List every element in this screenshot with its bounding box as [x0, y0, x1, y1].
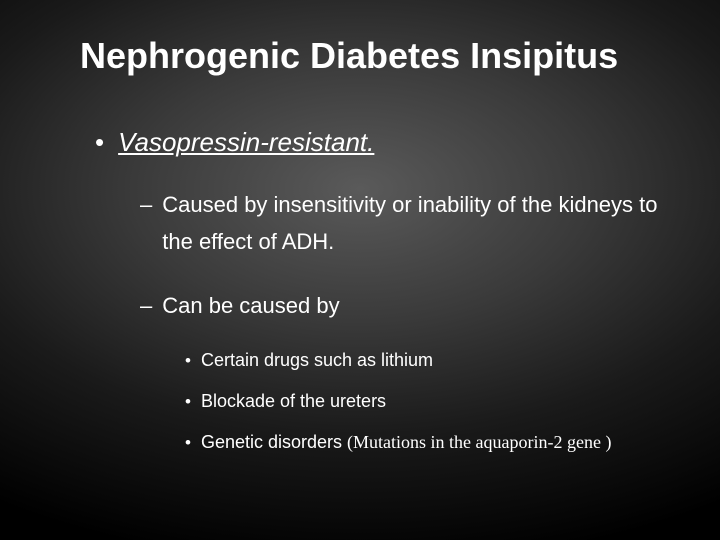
bullet-dot-icon: •	[185, 351, 191, 371]
bullet-level3: • Blockade of the ureters	[185, 391, 670, 412]
bullet-level3: • Genetic disorders (Mutations in the aq…	[185, 432, 670, 453]
bullet-level2: – Caused by insensitivity or inability o…	[140, 186, 670, 261]
bullet-dash-icon: –	[140, 293, 152, 319]
bullet-text: Caused by insensitivity or inability of …	[162, 186, 670, 261]
slide: Nephrogenic Diabetes Insipitus • Vasopre…	[0, 0, 720, 540]
bullet-text-part: Genetic disorders	[201, 432, 347, 452]
bullet-text-serif: (Mutations in the aquaporin-2 gene )	[347, 432, 611, 452]
bullet-level2: – Can be caused by	[140, 287, 670, 324]
bullet-level1: • Vasopressin-resistant.	[95, 127, 670, 158]
bullet-dot-icon: •	[95, 127, 104, 158]
bullet-text: Blockade of the ureters	[201, 391, 386, 412]
bullet-text: Vasopressin-resistant.	[118, 127, 374, 158]
bullet-dash-icon: –	[140, 192, 152, 218]
bullet-dot-icon: •	[185, 392, 191, 412]
bullet-text: Certain drugs such as lithium	[201, 350, 433, 371]
bullet-dot-icon: •	[185, 433, 191, 453]
bullet-text: Can be caused by	[162, 287, 339, 324]
bullet-text: Genetic disorders (Mutations in the aqua…	[201, 432, 612, 453]
slide-title: Nephrogenic Diabetes Insipitus	[80, 35, 670, 77]
bullet-level3: • Certain drugs such as lithium	[185, 350, 670, 371]
